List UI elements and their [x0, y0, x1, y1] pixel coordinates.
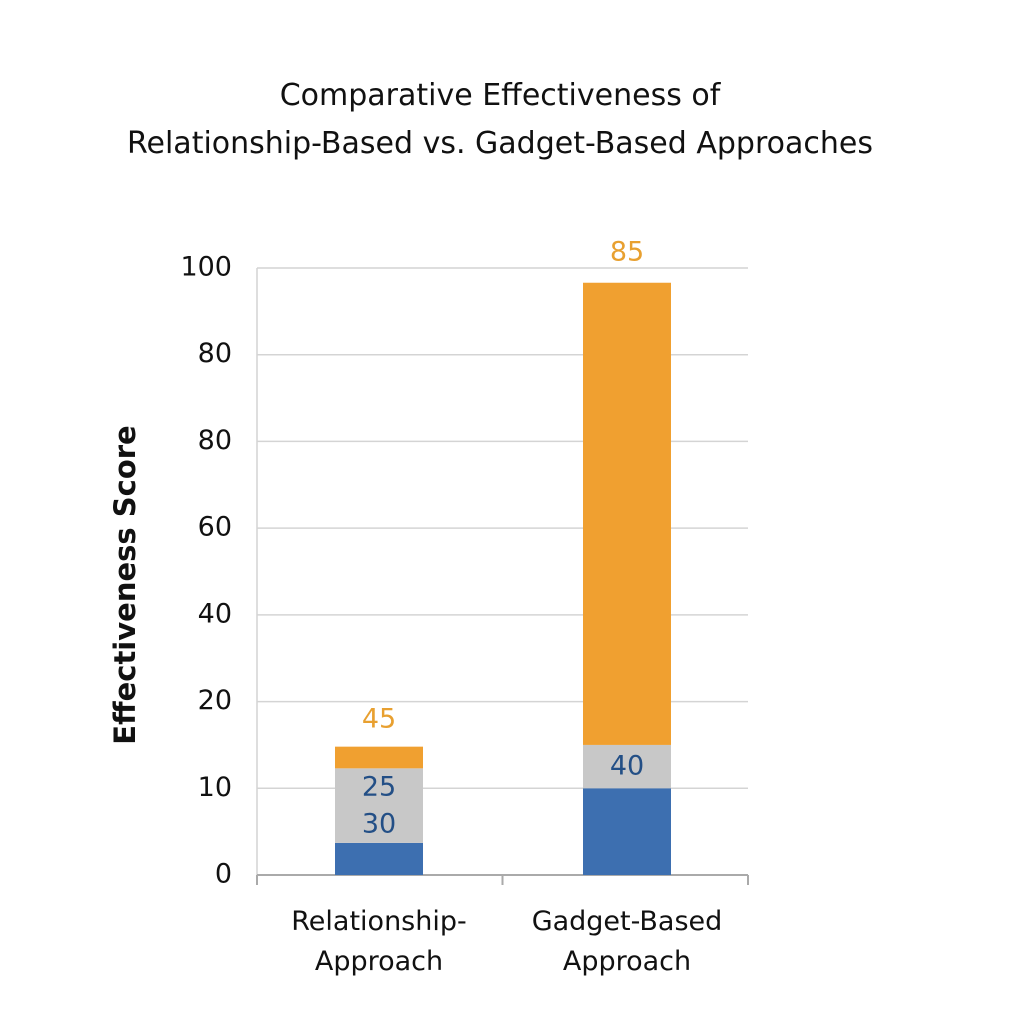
data-label: 25: [362, 772, 396, 803]
bar-segment: [583, 744, 671, 789]
y-axis-label: Effectiveness Score: [108, 425, 142, 744]
y-tick-label: 80: [198, 338, 232, 369]
bar-segment: [335, 746, 423, 769]
x-tick-label: Gadget-Based Approach: [531, 906, 723, 977]
bar-segment: [335, 768, 423, 843]
bar-segment: [583, 282, 671, 745]
y-tick-label: 20: [198, 685, 232, 716]
data-label: 85: [610, 237, 644, 268]
y-tick-label: 0: [215, 859, 232, 890]
y-tick-label: 100: [180, 252, 232, 283]
chart-title: Comparative Effectiveness of Relationshi…: [127, 78, 873, 161]
data-label: 40: [610, 751, 644, 782]
data-label: 30: [362, 809, 396, 840]
y-tick-label: 80: [198, 425, 232, 456]
data-label: 45: [362, 704, 396, 735]
bar-segment: [335, 842, 423, 875]
y-tick-label: 40: [198, 598, 232, 629]
y-tick-label: 60: [198, 512, 232, 543]
y-tick-label: 10: [198, 772, 232, 803]
bar-segment: [583, 788, 671, 875]
x-tick-label: Relationship- Approach: [291, 906, 467, 977]
